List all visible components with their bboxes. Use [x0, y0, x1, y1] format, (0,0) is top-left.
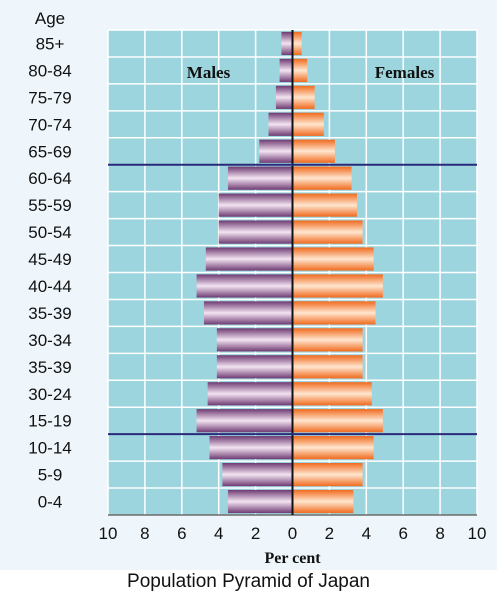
age-group-label: 40-44: [28, 277, 71, 296]
age-group-label: 15-19: [28, 412, 71, 431]
bar-females: [292, 328, 363, 352]
age-group-label: 35-39: [28, 304, 71, 323]
bar-males: [196, 409, 293, 433]
age-group-label: 45-49: [28, 250, 71, 269]
age-group-label: 30-34: [28, 331, 71, 350]
bar-females: [292, 139, 335, 163]
bar-females: [292, 274, 383, 298]
bar-males: [203, 301, 293, 325]
x-tick-label: 2: [325, 524, 334, 543]
bar-males: [259, 139, 293, 163]
chart-figure: Age 85+ 80-84 75-79 70-74 65-69 60-64 55-59 50-5…: [0, 0, 497, 570]
bar-males: [218, 220, 293, 244]
bar-males: [222, 462, 293, 487]
bar-males: [275, 85, 293, 109]
x-tick-label: 10: [468, 524, 487, 543]
bar-males: [207, 382, 293, 406]
bar-females: [292, 489, 354, 514]
age-group-label: 50-54: [28, 223, 71, 242]
bar-females: [292, 85, 315, 109]
age-group-label: 55-59: [28, 196, 71, 215]
bar-females: [292, 193, 358, 217]
age-group-label: 35-39: [28, 358, 71, 377]
bar-males: [281, 31, 293, 56]
x-tick-label: 4: [362, 524, 371, 543]
females-series-label: Females: [375, 63, 435, 82]
bar-males: [268, 112, 293, 136]
x-tick-label: 6: [177, 524, 186, 543]
x-tick-label: 2: [251, 524, 260, 543]
x-tick-label: 6: [398, 524, 407, 543]
bar-females: [292, 462, 363, 487]
age-group-label: 65-69: [28, 142, 71, 161]
age-group-label: 0-4: [38, 493, 63, 512]
bar-males: [279, 58, 293, 83]
bar-females: [292, 31, 302, 56]
x-axis-title: Per cent: [264, 550, 321, 567]
age-group-label: 75-79: [28, 88, 71, 107]
age-group-label: 30-24: [28, 385, 71, 404]
bar-females: [292, 112, 324, 136]
bar-males: [209, 436, 293, 460]
age-group-label: 10-14: [28, 439, 71, 458]
bar-males: [196, 274, 293, 298]
bar-males: [216, 355, 293, 379]
x-tick-label: 10: [99, 524, 118, 543]
age-group-label: 70-74: [28, 115, 71, 134]
males-series-label: Males: [187, 63, 231, 82]
bar-females: [292, 58, 308, 83]
x-tick-label: 8: [140, 524, 149, 543]
bar-females: [292, 409, 383, 433]
bar-males: [227, 166, 293, 190]
bar-females: [292, 166, 352, 190]
age-axis-title: Age: [35, 9, 65, 28]
chart-caption: Population Pyramid of Japan: [127, 571, 370, 592]
age-group-label: 80-84: [28, 61, 71, 80]
bar-males: [218, 193, 293, 217]
bar-males: [205, 247, 293, 271]
bar-females: [292, 301, 376, 325]
bar-females: [292, 220, 363, 244]
age-group-label: 60-64: [28, 169, 71, 188]
x-tick-label: 8: [435, 524, 444, 543]
bar-females: [292, 355, 363, 379]
bar-females: [292, 436, 374, 460]
bar-females: [292, 382, 372, 406]
age-group-label: 5-9: [38, 466, 63, 485]
bar-males: [216, 328, 293, 352]
bar-females: [292, 247, 374, 271]
population-pyramid-chart: Age 85+ 80-84 75-79 70-74 65-69 60-64 55-59 50-5…: [28, 9, 487, 567]
age-group-label: 85+: [36, 34, 65, 53]
x-tick-label: 0: [288, 524, 297, 543]
bar-males: [227, 489, 293, 514]
x-tick-label: 4: [214, 524, 223, 543]
